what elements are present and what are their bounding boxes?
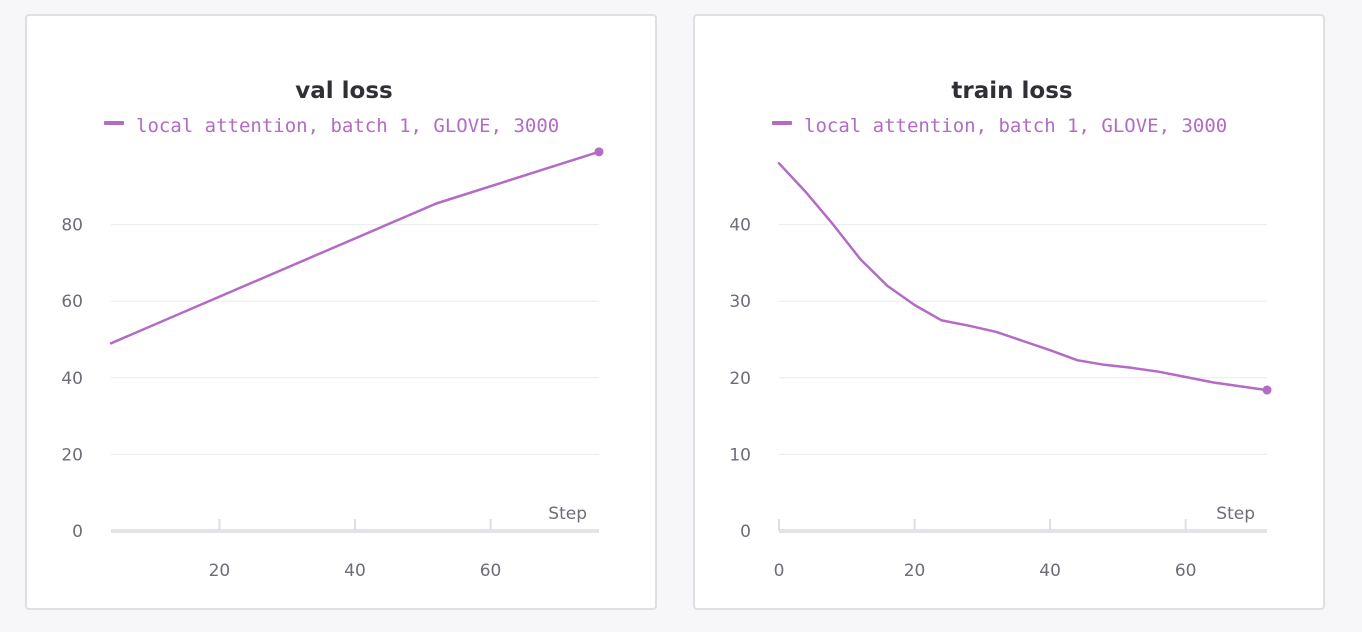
series-end-point[interactable] [594, 147, 604, 157]
axes: 0 20 40 60 80 20 40 60 [61, 216, 599, 581]
y-tick-label: 40 [729, 216, 751, 236]
series[interactable] [777, 162, 1272, 395]
y-tick-label: 20 [729, 369, 751, 389]
y-tick-label: 80 [61, 216, 83, 236]
axes: 0 10 20 30 40 0 20 40 60 [729, 216, 1267, 581]
legend[interactable]: local attention, batch 1, GLOVE, 3000 [104, 115, 559, 137]
y-tick-label: 0 [740, 522, 751, 542]
x-tick-label: 0 [774, 561, 785, 581]
series-line[interactable] [777, 162, 1269, 392]
legend-swatch [104, 121, 124, 125]
series-end-point[interactable] [1262, 385, 1272, 395]
y-tick-label: 30 [729, 292, 751, 312]
x-tick-label: 60 [1175, 561, 1197, 581]
x-tick-label: 40 [1039, 561, 1061, 581]
y-tick-label: 60 [61, 292, 83, 312]
x-axis-title: Step [1216, 504, 1255, 524]
train-loss-panel: train loss local attention, batch 1, GLO… [693, 14, 1325, 610]
chart-title: train loss [951, 78, 1072, 104]
legend-swatch [772, 121, 792, 125]
grid [779, 224, 1267, 455]
x-tick-label: 60 [480, 561, 502, 581]
x-tick-label: 40 [344, 561, 366, 581]
val-loss-panel: val loss local attention, batch 1, GLOVE… [25, 14, 657, 610]
x-axis-title: Step [548, 504, 587, 524]
y-tick-label: 0 [72, 522, 83, 542]
x-tick-label: 20 [904, 561, 926, 581]
train-loss-chart: train loss local attention, batch 1, GLO… [729, 78, 1272, 581]
x-tick-label: 20 [209, 561, 231, 581]
val-loss-chart: val loss local attention, batch 1, GLOVE… [61, 78, 604, 581]
legend-label: local attention, batch 1, GLOVE, 3000 [136, 115, 559, 137]
legend[interactable]: local attention, batch 1, GLOVE, 3000 [772, 115, 1227, 137]
legend-label: local attention, batch 1, GLOVE, 3000 [804, 115, 1227, 137]
y-tick-label: 40 [61, 369, 83, 389]
series[interactable] [109, 147, 604, 345]
series-line[interactable] [109, 150, 601, 345]
y-tick-label: 10 [729, 445, 751, 465]
y-tick-label: 20 [61, 445, 83, 465]
grid [111, 224, 599, 455]
chart-title: val loss [295, 78, 392, 104]
